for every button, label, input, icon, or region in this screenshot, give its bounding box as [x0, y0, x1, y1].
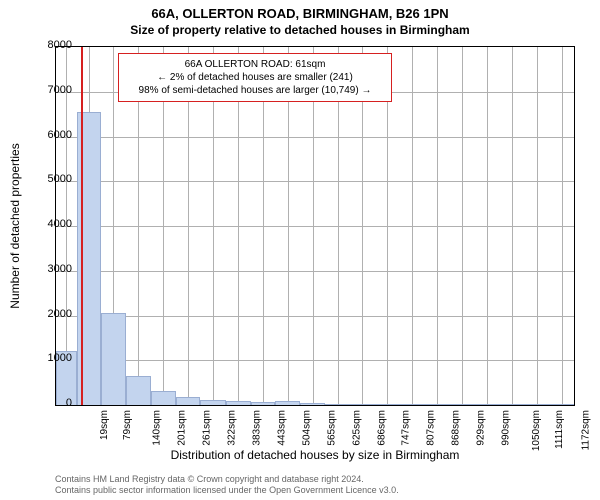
- ytick-label: 3000: [32, 263, 72, 275]
- plot-area-wrap: 66A OLLERTON ROAD: 61sqm← 2% of detached…: [55, 46, 575, 406]
- gridline-v: [512, 47, 513, 405]
- gridline-h: [56, 226, 574, 227]
- xtick-label: 625sqm: [351, 410, 362, 446]
- xtick-label: 322sqm: [227, 410, 238, 446]
- footer-line2: Contains public sector information licen…: [55, 485, 575, 496]
- gridline-v: [462, 47, 463, 405]
- histogram-bar: [549, 404, 574, 405]
- reference-line: [81, 47, 83, 405]
- xtick-label: 383sqm: [252, 410, 263, 446]
- xtick-label: 504sqm: [301, 410, 312, 446]
- xtick-label: 565sqm: [326, 410, 337, 446]
- histogram-bar: [475, 404, 500, 405]
- xtick-label: 140sqm: [152, 410, 163, 446]
- xtick-label: 868sqm: [451, 410, 462, 446]
- histogram-bar: [275, 401, 300, 405]
- annotation-line2: ← 2% of detached houses are smaller (241…: [125, 71, 385, 84]
- gridline-h: [56, 181, 574, 182]
- annotation-line3: 98% of semi-detached houses are larger (…: [125, 84, 385, 97]
- histogram-bar: [126, 376, 151, 405]
- histogram-bar: [251, 402, 276, 405]
- x-axis-label: Distribution of detached houses by size …: [55, 448, 575, 462]
- ytick-label: 1000: [32, 352, 72, 364]
- gridline-v: [412, 47, 413, 405]
- histogram-bar: [450, 404, 475, 405]
- xtick-label: 990sqm: [501, 410, 512, 446]
- ytick-label: 8000: [32, 39, 72, 51]
- gridline-h: [56, 271, 574, 272]
- histogram-bar: [200, 400, 225, 405]
- gridline-h: [56, 360, 574, 361]
- xtick-label: 79sqm: [122, 410, 133, 440]
- plot-area: 66A OLLERTON ROAD: 61sqm← 2% of detached…: [55, 46, 575, 406]
- ytick-label: 6000: [32, 129, 72, 141]
- footer-attribution: Contains HM Land Registry data © Crown c…: [55, 474, 575, 496]
- gridline-v: [437, 47, 438, 405]
- ytick-label: 5000: [32, 173, 72, 185]
- ytick-label: 4000: [32, 218, 72, 230]
- xtick-label: 747sqm: [401, 410, 412, 446]
- xtick-label: 443sqm: [277, 410, 288, 446]
- histogram-bar: [524, 404, 549, 405]
- histogram-bar: [325, 404, 350, 405]
- histogram-bar: [300, 403, 325, 405]
- xtick-label: 1111sqm: [554, 410, 565, 449]
- xtick-label: 807sqm: [426, 410, 437, 446]
- xtick-label: 19sqm: [99, 410, 110, 440]
- ytick-label: 0: [32, 397, 72, 409]
- xtick-label: 929sqm: [476, 410, 487, 446]
- gridline-h: [56, 137, 574, 138]
- annotation-line1: 66A OLLERTON ROAD: 61sqm: [125, 58, 385, 71]
- gridline-v: [562, 47, 563, 405]
- ytick-label: 7000: [32, 84, 72, 96]
- gridline-h: [56, 316, 574, 317]
- gridline-v: [537, 47, 538, 405]
- xtick-label: 261sqm: [202, 410, 213, 446]
- chart-title: 66A, OLLERTON ROAD, BIRMINGHAM, B26 1PN: [0, 0, 600, 21]
- histogram-bar: [425, 404, 450, 405]
- xtick-label: 201sqm: [177, 410, 188, 446]
- xtick-label: 1172sqm: [580, 410, 591, 450]
- histogram-bar: [176, 397, 201, 405]
- chart-subtitle: Size of property relative to detached ho…: [0, 21, 600, 37]
- histogram-bar: [375, 404, 400, 405]
- histogram-bar: [226, 401, 251, 405]
- footer-line1: Contains HM Land Registry data © Crown c…: [55, 474, 575, 485]
- chart-container: { "chart": { "type": "histogram", "title…: [0, 0, 600, 500]
- xtick-label: 1050sqm: [531, 410, 542, 451]
- histogram-bar: [101, 313, 126, 405]
- xtick-label: 686sqm: [376, 410, 387, 446]
- histogram-bar: [151, 391, 176, 405]
- y-axis-label: Number of detached properties: [8, 46, 22, 406]
- ytick-label: 2000: [32, 308, 72, 320]
- histogram-bar: [400, 404, 425, 405]
- histogram-bar: [499, 404, 524, 405]
- histogram-bar: [350, 404, 375, 405]
- annotation-box: 66A OLLERTON ROAD: 61sqm← 2% of detached…: [118, 53, 392, 102]
- gridline-v: [487, 47, 488, 405]
